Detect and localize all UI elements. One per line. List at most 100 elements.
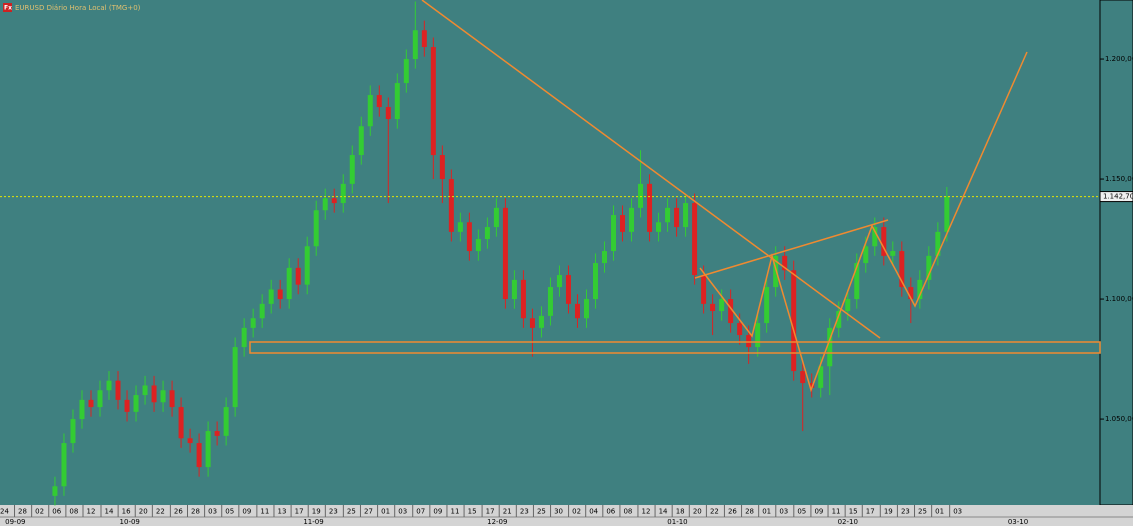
candle-body xyxy=(205,431,211,468)
candle-body xyxy=(439,155,445,180)
candle-body xyxy=(719,299,725,312)
x-tick-label: 01 xyxy=(762,508,771,516)
x-tick-label: 05 xyxy=(797,508,806,516)
last-price-label: 1.142,70 xyxy=(1103,193,1133,201)
candle-body xyxy=(800,371,806,384)
candle-body xyxy=(142,385,148,396)
candle-body xyxy=(583,299,589,319)
candle-body xyxy=(863,246,869,264)
candle-body xyxy=(124,399,130,412)
candle-body xyxy=(565,275,571,304)
x-tick-label: 28 xyxy=(191,508,200,516)
candle-body xyxy=(854,263,860,300)
candle-body xyxy=(349,155,355,184)
y-tick-label: 1.100,00 xyxy=(1105,295,1133,303)
candle-body xyxy=(845,299,851,312)
x-tick-label: 04 xyxy=(589,508,598,516)
x-tick-label: 03 xyxy=(398,508,407,516)
candle-body xyxy=(683,203,689,228)
candle-body xyxy=(746,335,752,348)
x-tick-label: 25 xyxy=(347,508,356,516)
candle-body xyxy=(728,299,734,324)
x-tick-label: 05 xyxy=(225,508,234,516)
y-tick-label: 1.150,00 xyxy=(1105,175,1133,183)
x-tick-label: 22 xyxy=(156,508,165,516)
candle-body xyxy=(223,407,229,436)
month-label: 12-09 xyxy=(487,518,507,526)
candle-body xyxy=(79,399,85,420)
candle-body xyxy=(818,366,824,388)
candle-body xyxy=(286,267,292,300)
candle-body xyxy=(232,347,238,408)
candle-body xyxy=(944,196,950,232)
candle-body xyxy=(88,399,94,408)
candle-body xyxy=(529,318,535,328)
candle-body xyxy=(313,210,319,247)
candle-body xyxy=(268,289,274,304)
trend-line xyxy=(421,0,881,339)
candle-body xyxy=(647,183,653,232)
candle-body xyxy=(602,251,608,264)
candle-body xyxy=(70,419,76,444)
month-label: 11-09 xyxy=(303,518,323,526)
candle-body xyxy=(908,287,914,300)
candle-body xyxy=(899,251,905,288)
candle-body xyxy=(935,231,941,256)
candle-body xyxy=(638,183,644,208)
last-price-box xyxy=(1099,191,1133,203)
x-tick-label: 23 xyxy=(329,508,338,516)
candle-body xyxy=(61,443,67,487)
x-tick-label: 03 xyxy=(779,508,788,516)
candle-body xyxy=(692,203,698,276)
candle-body xyxy=(511,279,517,300)
candle-body xyxy=(556,275,562,288)
candle-body xyxy=(493,207,499,228)
x-tick-label: 19 xyxy=(884,508,893,516)
x-tick-label: 11 xyxy=(832,508,841,516)
x-tick-label: 25 xyxy=(918,508,927,516)
month-label: 01-10 xyxy=(667,518,687,526)
candle-body xyxy=(376,95,382,108)
plot-background xyxy=(0,0,1100,505)
x-tick-label: 15 xyxy=(849,508,858,516)
x-tick-label: 07 xyxy=(416,508,425,516)
x-tick-label: 25 xyxy=(537,508,546,516)
candle-body xyxy=(656,222,662,232)
chart-title: EURUSD Diário Hora Local (TMG+0) xyxy=(15,4,141,12)
candle-body xyxy=(295,267,301,285)
candle-body xyxy=(304,246,310,285)
x-tick-label: 06 xyxy=(52,508,61,516)
candle-body xyxy=(340,183,346,204)
candle-body xyxy=(331,198,337,204)
candle-body xyxy=(710,303,716,312)
candle-body xyxy=(611,215,617,252)
x-tick-label: 22 xyxy=(710,508,719,516)
x-tick-label: 15 xyxy=(468,508,477,516)
x-tick-label: 17 xyxy=(866,508,875,516)
candle-body xyxy=(764,287,770,324)
x-tick-label: 09 xyxy=(814,508,823,516)
x-tick-label: 28 xyxy=(18,508,27,516)
candle-body xyxy=(574,303,580,319)
x-tick-label: 21 xyxy=(503,508,512,516)
x-tick-label: 20 xyxy=(693,508,702,516)
candle-body xyxy=(151,385,157,403)
candle-body xyxy=(701,275,707,304)
candle-body xyxy=(259,303,265,319)
x-tick-label: 18 xyxy=(676,508,685,516)
price-axis-panel xyxy=(1099,0,1133,506)
candle-body xyxy=(430,47,436,156)
candle-body xyxy=(520,279,526,319)
x-tick-label: 23 xyxy=(520,508,529,516)
candle-body xyxy=(484,227,490,240)
x-tick-label: 28 xyxy=(745,508,754,516)
drawings xyxy=(249,0,1101,393)
candle-body xyxy=(773,255,779,288)
x-tick-label: 14 xyxy=(659,508,668,516)
candle-body xyxy=(917,279,923,300)
x-tick-label: 08 xyxy=(69,508,78,516)
candle-body xyxy=(755,323,761,348)
candle-body xyxy=(827,327,833,367)
month-label: 09-09 xyxy=(5,518,25,526)
